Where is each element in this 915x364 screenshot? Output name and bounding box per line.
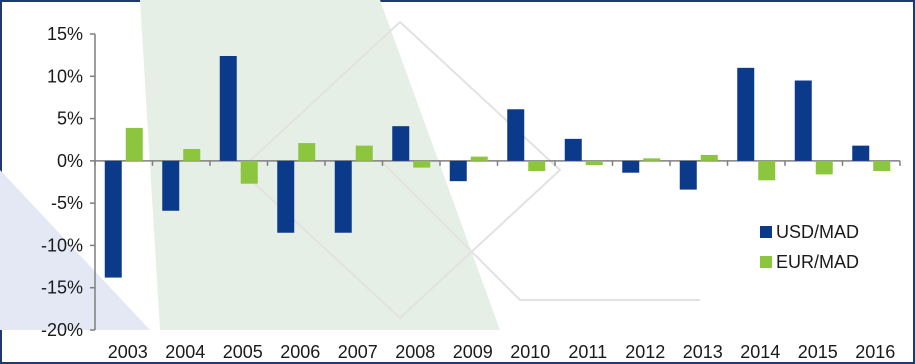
x-tick-label: 2009 [453, 342, 493, 362]
bar-eur-mad [873, 160, 891, 172]
bars [104, 55, 891, 278]
bar-eur-mad [125, 127, 143, 161]
y-tick-label: 15% [47, 24, 83, 44]
bar-eur-mad [585, 160, 603, 166]
y-tick-label: 0% [57, 151, 83, 171]
x-tick-label: 2016 [855, 342, 895, 362]
x-axis: 2003 2004 2005 2006 2007 2008 2009 2010 2011 2012… [94, 160, 901, 362]
bar-usd-mad [162, 160, 180, 211]
y-tick-label: 5% [57, 109, 83, 129]
legend-label: USD/MAD [776, 222, 859, 242]
bar-eur-mad [355, 145, 373, 161]
bar-eur-mad [815, 160, 833, 175]
legend-swatch [760, 256, 772, 268]
bar-eur-mad [643, 158, 661, 161]
legend-label: EUR/MAD [776, 252, 859, 272]
bar-usd-mad [334, 160, 352, 233]
bar-eur-mad [298, 143, 316, 161]
bar-usd-mad [449, 160, 467, 182]
x-tick-label: 2003 [108, 342, 148, 362]
decor-green-band [140, 0, 500, 330]
bar-eur-mad [528, 160, 546, 172]
x-tick-label: 2014 [740, 342, 780, 362]
y-axis: 15% 10% 5% 0% -5% -10% -15% -20% [41, 24, 96, 340]
bar-usd-mad [737, 67, 755, 161]
x-tick-label: 2004 [165, 342, 205, 362]
bar-usd-mad [852, 145, 870, 161]
bar-usd-mad [392, 126, 410, 161]
bar-usd-mad [794, 80, 812, 161]
bar-eur-mad [470, 156, 488, 161]
y-tick-label: 10% [47, 66, 83, 86]
decor-line [379, 159, 700, 301]
legend: USD/MAD EUR/MAD [760, 222, 859, 272]
x-tick-label: 2008 [395, 342, 435, 362]
y-tick-label: -20% [41, 320, 83, 340]
decor-blue-triangle [0, 170, 150, 330]
x-tick-label: 2015 [798, 342, 838, 362]
y-tick-label: -10% [41, 235, 83, 255]
x-tick-label: 2010 [510, 342, 550, 362]
bar-usd-mad [104, 160, 122, 278]
y-tick-label: -15% [41, 278, 83, 298]
decor-diamond-outline [239, 20, 562, 320]
x-tick-label: 2013 [683, 342, 723, 362]
x-tick-label: 2011 [568, 342, 607, 362]
bar-usd-mad [219, 55, 237, 161]
bar-usd-mad [679, 160, 697, 190]
bar-eur-mad [240, 160, 258, 184]
x-tick-label: 2012 [625, 342, 665, 362]
legend-swatch [760, 226, 772, 238]
x-tick-label: 2005 [223, 342, 263, 362]
bar-eur-mad [183, 149, 201, 161]
y-tick-label: -5% [51, 193, 83, 213]
bar-usd-mad [622, 160, 640, 173]
bar-eur-mad [700, 154, 718, 161]
bar-eur-mad [758, 160, 776, 181]
x-tick-label: 2006 [280, 342, 320, 362]
bar-usd-mad [277, 160, 295, 233]
bar-eur-mad [413, 160, 431, 168]
x-tick-label: 2007 [338, 342, 378, 362]
bar-usd-mad [507, 109, 525, 161]
bar-usd-mad [564, 138, 582, 161]
